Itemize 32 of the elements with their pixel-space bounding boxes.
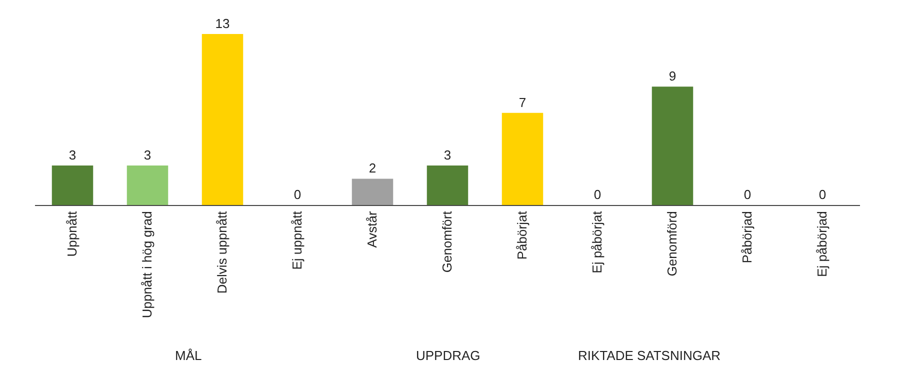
- text: RIKTADE SATSNINGAR: [578, 348, 721, 363]
- bar: [426, 166, 468, 205]
- x-tick-label: Påbörjad: [740, 211, 755, 264]
- data-label: 2: [368, 160, 376, 176]
- bar: [52, 166, 94, 205]
- data-label: 3: [444, 148, 452, 163]
- x-tick-label: Ej påbörjad: [814, 211, 830, 277]
- x-tick-label: Genomförd: [664, 211, 680, 276]
- data-label: 9: [668, 68, 676, 84]
- data-label: 13: [215, 16, 230, 31]
- x-tick-label: Delvis uppnått: [214, 210, 230, 294]
- data-label: 3: [144, 148, 152, 163]
- x-tick-label: Avstår: [364, 210, 380, 248]
- x-tick-label: Uppnått i hög grad: [140, 211, 155, 318]
- x-tick-label: Påbörjat: [514, 210, 530, 260]
- bar: [352, 178, 394, 205]
- bar: [502, 112, 544, 205]
- data-label: 0: [594, 187, 602, 202]
- data-label: 0: [294, 187, 302, 202]
- x-tick-label: Ej påbörjat: [590, 210, 605, 274]
- data-label: 0: [744, 187, 752, 202]
- text: UPPDRAG: [416, 348, 480, 363]
- x-tick-label: Uppnått: [64, 210, 80, 257]
- text: MÅL: [175, 348, 202, 363]
- x-tick-label: Genomfört: [440, 210, 455, 273]
- x-tick-label: Ej uppnått: [290, 210, 305, 270]
- data-label: 0: [818, 187, 826, 202]
- data-label: 3: [68, 148, 76, 163]
- bar: [652, 86, 694, 205]
- bar: [202, 34, 244, 205]
- data-label: 7: [518, 94, 526, 110]
- bar: [126, 166, 168, 205]
